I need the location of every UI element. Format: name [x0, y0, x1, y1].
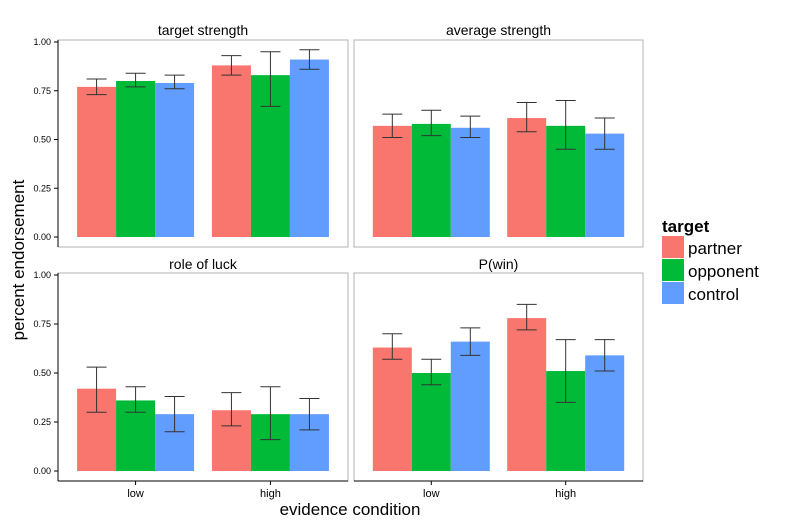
legend-swatch-opponent [662, 259, 684, 281]
error-bar-partner-low [86, 78, 107, 96]
bar-control-low [155, 82, 195, 237]
panel-frame [353, 39, 644, 248]
x-tick-label: high [260, 488, 281, 500]
bar-opponent-low [116, 81, 156, 237]
y-tick-label: 0.25 [33, 183, 51, 193]
legend-swatch-control [662, 282, 684, 304]
bar-opponent-low [411, 123, 451, 237]
error-bar-control-low [460, 327, 481, 356]
panel-target-strength: target strength 0.00 0.25 0.50 0.75 1.00 [33, 22, 349, 248]
error-bar-control-high [594, 117, 615, 150]
y-tick-label: 0.00 [33, 232, 51, 242]
error-bar-partner-high [221, 392, 242, 427]
panel-title: average strength [446, 22, 551, 38]
error-bar-partner-high [516, 303, 537, 331]
error-bar-partner-high [516, 101, 537, 133]
bar-control-low [450, 127, 490, 237]
y-tick-label: 0.75 [33, 319, 51, 329]
bar-partner-high [507, 118, 547, 237]
x-tick-label: low [127, 488, 144, 500]
legend-label-opponent: opponent [688, 262, 759, 281]
x-tick-label: high [555, 488, 576, 500]
panel-title: P(win) [479, 256, 519, 272]
error-bar-opponent-low [125, 386, 146, 413]
error-bar-opponent-low [421, 109, 442, 137]
error-bar-partner-low [382, 113, 403, 139]
error-bar-control-high [299, 397, 320, 431]
y-tick-label: 0.50 [33, 135, 51, 145]
bar-partner-low [372, 347, 412, 471]
y-tick-label: 0.25 [33, 417, 51, 427]
x-axis-label: evidence condition [280, 500, 421, 519]
legend: target partner opponent control [662, 217, 759, 304]
y-axis-label: percent endorsement [9, 179, 28, 340]
bar-control-high [585, 355, 625, 471]
error-bar-opponent-low [125, 72, 146, 88]
bar-control-low [450, 341, 490, 471]
error-bar-opponent-high [260, 386, 281, 441]
bar-control-high [289, 59, 329, 237]
legend-title: target [662, 217, 710, 236]
error-bar-control-low [164, 74, 185, 90]
error-bar-control-high [594, 339, 615, 372]
error-bar-partner-low [86, 366, 107, 413]
x-tick-label: low [423, 488, 440, 500]
y-tick-label: 1.00 [33, 37, 51, 47]
error-bar-partner-low [382, 333, 403, 360]
legend-label-control: control [688, 285, 739, 304]
legend-swatch-partner [662, 236, 684, 258]
bar-control-high [585, 133, 625, 237]
bar-partner-high [507, 318, 547, 471]
panel-title: target strength [158, 22, 248, 38]
legend-label-partner: partner [688, 239, 742, 258]
error-bar-opponent-high [555, 339, 576, 403]
panel-average-strength: average strength [353, 22, 644, 248]
panel-role-of-luck: role of luck 0.00 0.25 0.50 0.75 1.00 low high [33, 256, 349, 500]
error-bar-opponent-high [260, 51, 281, 107]
bar-opponent-low [411, 373, 451, 471]
error-bar-control-low [460, 115, 481, 139]
y-tick-label: 0.50 [33, 368, 51, 378]
error-bar-partner-high [221, 55, 242, 76]
y-tick-label: 1.00 [33, 270, 51, 280]
panel-title: role of luck [169, 256, 238, 272]
y-tick-label: 0.75 [33, 86, 51, 96]
chart-panels: target strength 0.00 0.25 0.50 0.75 1.00 avera… [33, 22, 644, 500]
bar-partner-low [372, 125, 412, 237]
error-bar-opponent-high [555, 100, 576, 150]
error-bar-opponent-low [421, 358, 442, 386]
panel-p-win: P(win) low high [353, 256, 644, 500]
y-tick-label: 0.00 [33, 466, 51, 476]
bar-partner-high [211, 65, 251, 238]
error-bar-control-low [164, 396, 185, 433]
error-bar-control-high [299, 49, 320, 70]
bar-partner-low [77, 86, 117, 237]
